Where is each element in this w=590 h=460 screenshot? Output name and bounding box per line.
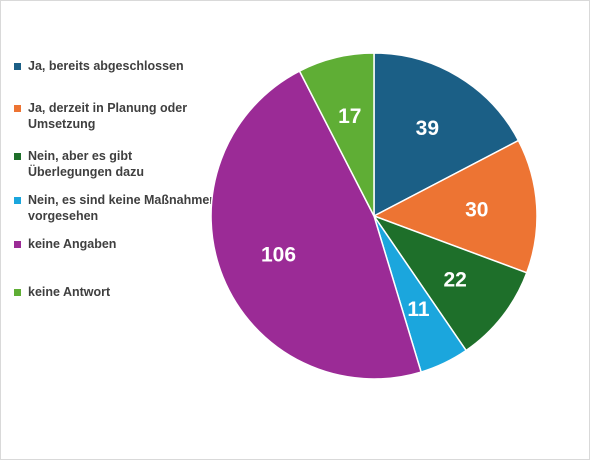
legend-item-ja-derzeit-in-planung: Ja, derzeit in Planung oder Umsetzung	[14, 100, 218, 132]
slice-value-label: 30	[465, 199, 488, 222]
slice-value-label: 39	[416, 117, 439, 140]
slice-value-label: 11	[407, 298, 430, 321]
pie-slice-2	[372, 214, 528, 352]
pie-slice-5	[298, 52, 375, 217]
legend-swatch	[14, 63, 21, 70]
legend-label: Nein, es sind keine Maßnahmen vorgesehen	[28, 193, 217, 223]
legend-item-nein-ueberlegungen: Nein, aber es gibt Überlegungen dazu	[14, 148, 218, 180]
legend-item-ja-bereits-abgeschlossen: Ja, bereits abgeschlossen	[14, 58, 218, 74]
legend-label: Ja, bereits abgeschlossen	[28, 59, 184, 73]
legend-swatch	[14, 241, 21, 248]
pie-slice-1	[372, 139, 538, 274]
slice-value-label: 17	[338, 105, 361, 128]
slice-value-label: 106	[261, 244, 296, 267]
legend-item-keine-antwort: keine Antwort	[14, 284, 218, 300]
pie-slice-0	[373, 52, 520, 218]
legend-label: Ja, derzeit in Planung oder Umsetzung	[28, 101, 188, 131]
legend-swatch	[14, 153, 21, 160]
pie-slice-4	[210, 70, 423, 380]
legend-item-nein-keine-massnahmen: Nein, es sind keine Maßnahmen vorgesehen	[14, 192, 218, 224]
slice-value-label: 22	[443, 268, 466, 291]
legend-label: keine Angaben	[28, 237, 117, 251]
legend-swatch	[14, 197, 21, 204]
legend-label: Nein, aber es gibt Überlegungen dazu	[28, 149, 144, 179]
legend-item-keine-angaben: keine Angaben	[14, 236, 218, 252]
legend-label: keine Antwort	[28, 285, 111, 299]
legend-swatch	[14, 289, 21, 296]
legend-swatch	[14, 105, 21, 112]
